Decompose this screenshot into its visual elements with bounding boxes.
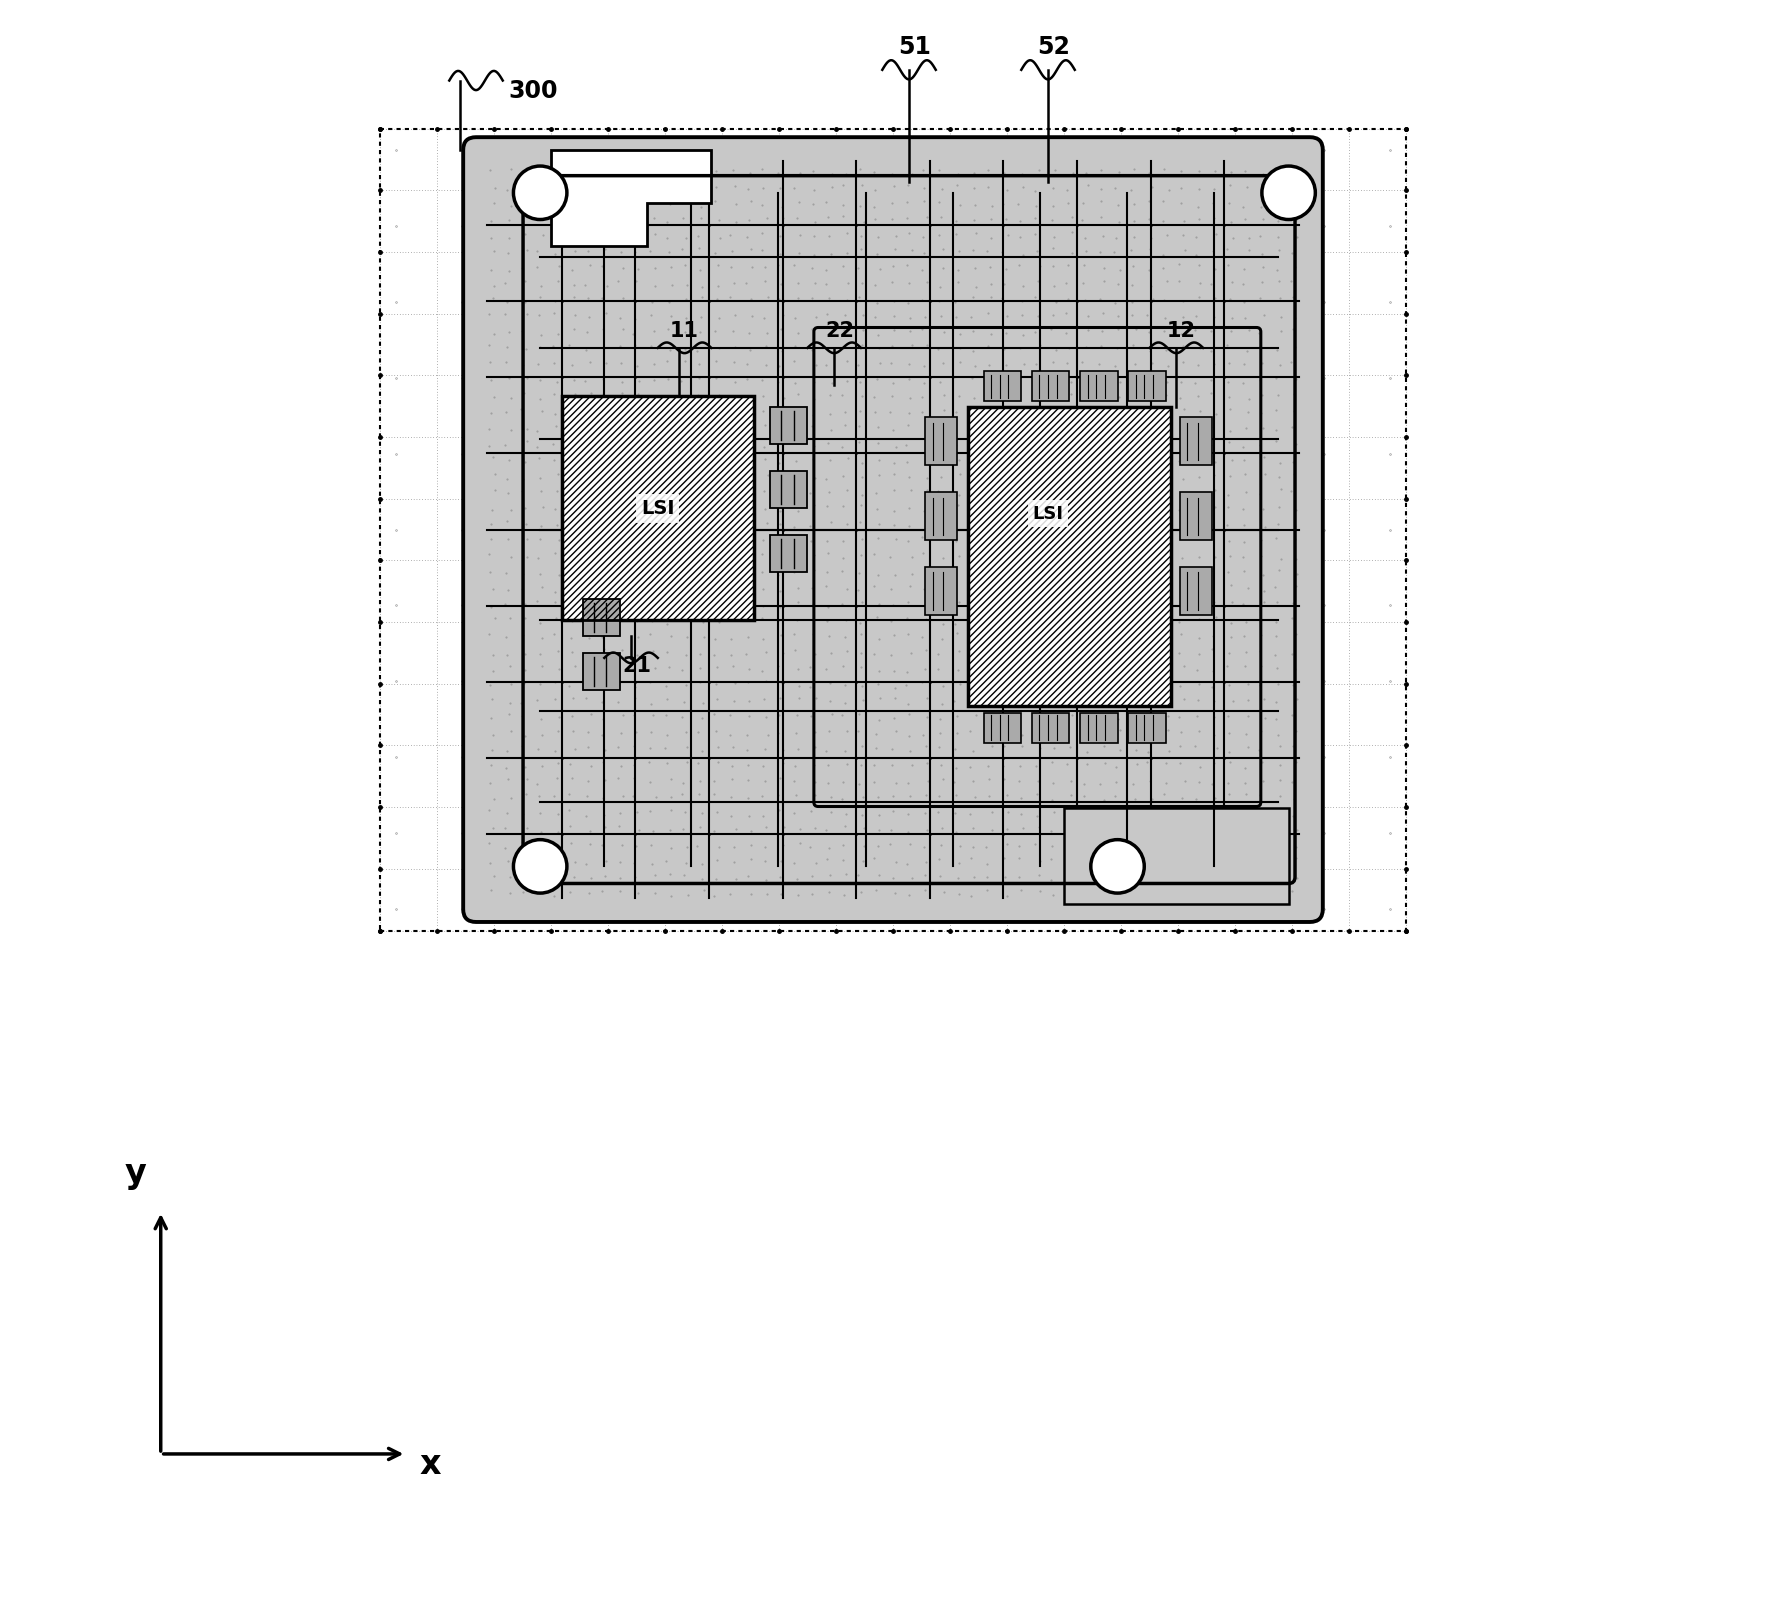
Bar <box>984 713 1022 744</box>
Bar <box>968 407 1172 706</box>
FancyBboxPatch shape <box>463 138 1323 922</box>
Bar <box>925 567 957 616</box>
Circle shape <box>1091 839 1145 893</box>
Bar <box>1179 567 1211 616</box>
Bar <box>968 407 1172 706</box>
Bar <box>1179 418 1211 465</box>
Bar <box>770 471 807 509</box>
Text: 12: 12 <box>1168 321 1197 342</box>
Bar <box>1179 492 1211 541</box>
Bar <box>984 371 1022 402</box>
Bar <box>925 492 957 541</box>
Text: 22: 22 <box>825 321 854 342</box>
Circle shape <box>513 839 566 893</box>
Text: LSI: LSI <box>641 499 675 518</box>
Bar <box>1032 371 1070 402</box>
Bar <box>770 407 807 444</box>
Bar <box>1129 371 1166 402</box>
Bar <box>770 535 807 572</box>
Text: x: x <box>420 1448 441 1481</box>
Text: y: y <box>125 1157 146 1189</box>
Circle shape <box>1263 167 1314 220</box>
Circle shape <box>513 167 566 220</box>
Bar <box>582 653 620 690</box>
Text: LSI: LSI <box>1032 504 1063 523</box>
Bar <box>561 395 754 620</box>
Bar <box>561 395 754 620</box>
Text: 51: 51 <box>898 34 931 58</box>
Text: 11: 11 <box>670 321 698 342</box>
Polygon shape <box>550 151 711 246</box>
Text: 21: 21 <box>622 656 650 676</box>
Bar <box>582 599 620 637</box>
Bar <box>1081 371 1118 402</box>
Bar <box>1129 713 1166 744</box>
Bar <box>1064 808 1289 904</box>
Bar <box>925 418 957 465</box>
Text: 300: 300 <box>507 79 557 104</box>
Bar <box>1032 713 1070 744</box>
Bar <box>1081 713 1118 744</box>
Text: 52: 52 <box>1038 34 1070 58</box>
